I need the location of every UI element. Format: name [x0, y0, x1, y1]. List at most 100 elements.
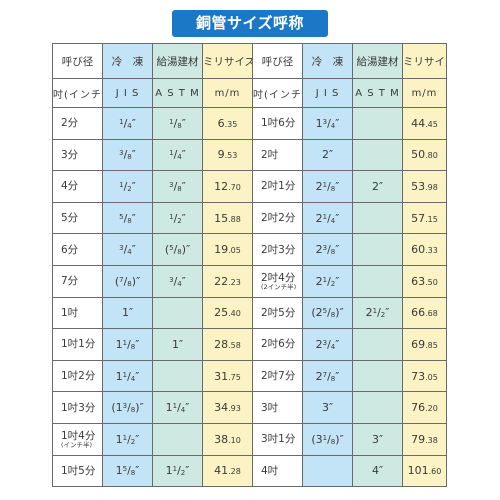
jis-cell-right: (31/8)″ — [302, 422, 353, 456]
jis-cell-right: 13/4″ — [302, 107, 353, 140]
astm-value: 1/8″ — [169, 117, 186, 130]
jis-whole: 1 — [115, 401, 123, 415]
jis-value: 23/4″ — [316, 338, 340, 351]
jis-cell-left: 1/4″ — [102, 107, 153, 140]
astm-inch-mark: ″ — [185, 464, 190, 478]
jis-cell-right: (25/8)″ — [302, 296, 353, 330]
mm-integer: 69 — [411, 337, 426, 351]
size-cell-left: 4分 — [52, 170, 103, 203]
jis-denominator: 8 — [130, 406, 136, 415]
jis-value: 11/2″ — [116, 433, 140, 446]
jis-value: (25/8)″ — [311, 306, 343, 319]
astm-cell-right: 21/2″ — [352, 296, 403, 330]
astm-cell-right — [352, 138, 403, 172]
jis-slash: / — [327, 243, 331, 257]
header-jis: 冷 凍 — [102, 43, 153, 79]
jis-inch-mark: ″ — [131, 179, 136, 193]
jis-cell-right: 21/2″ — [302, 264, 353, 298]
astm-cell-right — [352, 107, 403, 140]
astm-numerator: 1 — [172, 465, 178, 474]
mm-cell-right: 66.68 — [402, 296, 447, 330]
mm-cell-right: 63.50 — [402, 264, 447, 298]
mm-cell-left: 38.10 — [202, 422, 253, 456]
astm-denominator: 2 — [380, 311, 386, 320]
jis-cell-left: 5/8″ — [102, 201, 153, 235]
astm-cell-left: 1/2″ — [152, 201, 203, 235]
table-row: 4分 1/2″ 3/8″ 12.70 2吋1分 21/8″ 2″ 53.98 — [52, 170, 447, 203]
jis-numerator: 1 — [119, 117, 124, 126]
mm-integer: 15 — [214, 211, 229, 225]
jis-paren-open: ( — [111, 401, 116, 415]
size-cell-right: 2吋3分 — [252, 233, 303, 266]
jis-cell-left: 11/2″ — [102, 422, 153, 456]
table-row: 1吋4分 (インチ半) 11/2″ 38.10 3吋1分 (31/8)″ 3″ 79.38 — [52, 422, 447, 456]
size-label: 3分 — [61, 148, 79, 161]
jis-whole: 2 — [315, 306, 323, 320]
subheader-jis-right: J I S — [302, 78, 353, 108]
astm-inch-mark: ″ — [181, 179, 186, 193]
size-label: 1吋4分 — [61, 429, 96, 442]
astm-inch-mark: ″ — [181, 211, 186, 225]
header-mm-right: ミリサイズ — [402, 43, 447, 79]
astm-cell-left — [152, 422, 203, 456]
size-cell-right: 2吋2分 — [252, 201, 303, 235]
jis-value: (31/8)″ — [311, 433, 343, 446]
astm-denominator: 8 — [177, 248, 182, 257]
astm-inch-mark: ″ — [378, 464, 384, 478]
jis-cell-left: 15/8″ — [102, 454, 153, 488]
mm-cell-left: 28.58 — [202, 328, 253, 361]
jis-cell-right: 23/8″ — [302, 233, 353, 266]
astm-value: 11/4″ — [166, 401, 190, 414]
size-cell-right: 2吋4分 (2インチ半) — [252, 264, 303, 298]
size-cell-right: 3吋 — [252, 391, 303, 424]
jis-numerator: 1 — [322, 180, 328, 189]
size-cell-left: 3分 — [52, 138, 103, 172]
subheader-jis: J I S — [102, 78, 153, 108]
jis-inch-mark: ″ — [135, 464, 140, 478]
size-label: 6分 — [61, 243, 79, 256]
astm-inch-mark: ″ — [378, 432, 384, 446]
size-cell-left: 1吋1分 — [52, 328, 103, 361]
size-label: 4吋 — [261, 464, 279, 477]
jis-slash: / — [123, 274, 128, 288]
mm-fraction: .40 — [228, 309, 241, 319]
jis-numerator: 1 — [122, 338, 128, 347]
astm-denominator: 2 — [180, 469, 186, 478]
astm-denominator: 4 — [177, 153, 182, 162]
mm-integer: 79 — [411, 432, 426, 446]
jis-slash: / — [127, 432, 131, 446]
astm-inch-mark: ″ — [181, 116, 186, 130]
mm-integer: 50 — [411, 148, 426, 162]
size-label: 1吋3分 — [61, 401, 96, 414]
jis-denominator: 2 — [130, 437, 136, 446]
jis-whole: 1 — [115, 432, 123, 446]
subheader-astm: A S T M — [152, 78, 203, 108]
table-row: 5分 5/8″ 1/2″ 15.88 2吋2分 21/4″ 57.15 — [52, 201, 447, 235]
astm-value: 1/4″ — [169, 148, 186, 161]
jis-inch-mark: ″ — [135, 369, 140, 383]
jis-cell-right: 23/4″ — [302, 328, 353, 361]
jis-numerator: 5 — [322, 307, 328, 316]
size-cell-left: 6分 — [52, 233, 103, 266]
jis-paren-close: ) — [135, 401, 140, 415]
mm-cell-left: 19.05 — [202, 233, 253, 266]
jis-slash: / — [327, 179, 331, 193]
jis-numerator: 1 — [322, 212, 328, 221]
size-cell-right: 2吋6分 — [252, 328, 303, 361]
mm-cell-right: 73.05 — [402, 359, 447, 393]
jis-value: 21/8″ — [316, 180, 340, 193]
jis-paren-close: ) — [335, 432, 340, 446]
jis-inch-mark: ″ — [131, 116, 136, 130]
jis-slash: / — [327, 211, 331, 225]
size-label: 5分 — [61, 212, 79, 225]
table-row: 1吋2分 11/4″ 31.75 2吋7分 27/8″ 73.05 — [52, 359, 447, 393]
jis-denominator: 8 — [127, 279, 132, 288]
mm-fraction: .38 — [425, 435, 438, 445]
header-size-right: 呼び径 — [252, 43, 303, 79]
jis-slash: / — [127, 464, 131, 478]
astm-inch-mark: ″ — [378, 179, 384, 193]
astm-cell-right: 4″ — [352, 454, 403, 488]
mm-integer: 44 — [411, 116, 426, 130]
size-note: (2インチ半) — [261, 282, 297, 291]
jis-cell-right: 21/4″ — [302, 201, 353, 235]
